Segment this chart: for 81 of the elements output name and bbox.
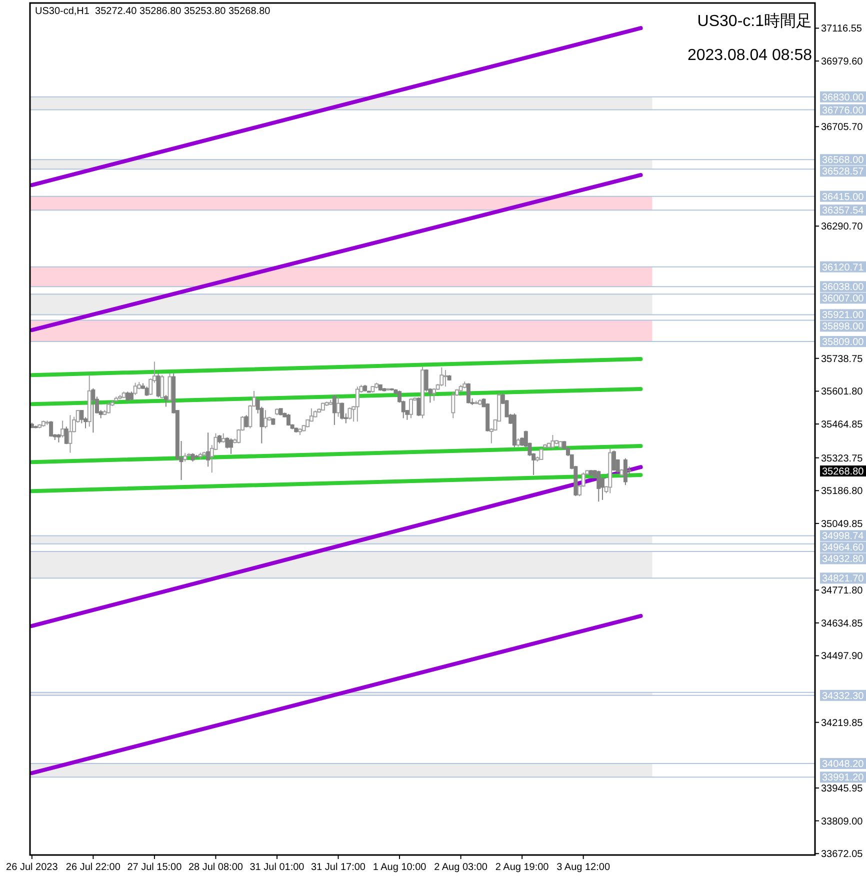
candlestick xyxy=(416,396,421,417)
ref-line-label: 36415.00 xyxy=(822,192,864,203)
y-tick-label: 33809.00 xyxy=(821,816,864,828)
ref-line-label: 34332.30 xyxy=(822,690,864,702)
y-tick-label: 36290.70 xyxy=(821,222,864,233)
ref-line-label: 36357.54 xyxy=(822,206,864,217)
ref-line-label: 36776.00 xyxy=(822,105,864,116)
x-tick-label: 31 Jul 17:00 xyxy=(311,862,366,873)
x-tick-label: 3 Aug 12:00 xyxy=(556,862,610,873)
candlestick xyxy=(221,432,226,444)
candlestick xyxy=(440,366,444,387)
candlestick xyxy=(409,398,414,419)
candlestick xyxy=(133,382,138,396)
ref-line-label: 36830.00 xyxy=(822,92,864,104)
y-tick-label: 35186.80 xyxy=(821,486,864,498)
candlestick xyxy=(340,402,344,420)
y-tick-label: 36705.70 xyxy=(821,122,864,134)
ref-line-label: 34821.70 xyxy=(822,574,864,585)
ref-line-label: 33991.20 xyxy=(822,772,864,784)
x-tick-label: 2 Aug 03:00 xyxy=(434,862,488,873)
candlestick xyxy=(355,386,360,422)
y-tick-label: 35464.85 xyxy=(821,420,864,431)
y-tick-label: 34497.90 xyxy=(821,651,864,662)
y-tick-label: 34634.85 xyxy=(821,618,864,630)
candlestick xyxy=(432,388,436,402)
ref-line-label: 35921.00 xyxy=(822,310,864,322)
y-tick-label: 34771.80 xyxy=(821,586,864,597)
ref-line-label: 36120.71 xyxy=(822,262,864,274)
candlestick xyxy=(68,414,72,454)
candlestick xyxy=(332,394,336,426)
ref-line-label: 34998.74 xyxy=(822,531,864,542)
y-tick-label: 35323.75 xyxy=(821,453,864,464)
ref-line-label: 35809.00 xyxy=(822,337,864,348)
candlestick xyxy=(612,450,616,472)
ref-line-label: 34932.80 xyxy=(822,554,864,566)
y-tick-label: 35738.75 xyxy=(821,354,864,365)
x-tick-label: 27 Jul 15:00 xyxy=(127,862,182,873)
text: 2023.08.04 08:58 xyxy=(687,47,812,64)
ref-line-label: 36007.00 xyxy=(822,294,864,305)
candlestick xyxy=(596,470,601,502)
x-tick-label: 31 Jul 01:00 xyxy=(250,862,305,873)
y-tick-label: 35601.80 xyxy=(821,386,864,398)
candlestick xyxy=(539,448,544,460)
ref-line-label: 34048.20 xyxy=(822,758,864,770)
y-tick-label: 37116.55 xyxy=(821,24,862,35)
candlestick xyxy=(623,458,628,486)
x-tick-label: 1 Aug 10:00 xyxy=(372,862,427,873)
candlestick xyxy=(466,382,470,404)
y-tick-label: 35049.85 xyxy=(821,518,864,530)
x-tick-label: 26 Jul 2023 xyxy=(6,862,58,873)
candlestick xyxy=(64,426,68,445)
candlestick xyxy=(49,420,54,438)
y-tick-label: 34219.85 xyxy=(821,718,864,729)
x-tick-label: 26 Jul 22:00 xyxy=(66,862,121,873)
candlestick xyxy=(550,434,555,449)
y-tick-label: 33945.95 xyxy=(821,783,864,794)
y-tick-label: 36979.60 xyxy=(821,56,864,68)
candlestick xyxy=(348,406,352,420)
y-tick-label: 33672.05 xyxy=(821,849,864,860)
x-tick-label: 2 Aug 19:00 xyxy=(495,862,550,873)
candlestick xyxy=(264,410,268,429)
candlestick xyxy=(443,370,448,388)
x-tick-label: 28 Jul 08:00 xyxy=(188,862,244,873)
ref-line-label: 34964.60 xyxy=(822,542,864,554)
text: 35268.80 xyxy=(822,466,864,478)
candlestick xyxy=(106,402,110,414)
candlestick xyxy=(91,388,96,434)
candlestick xyxy=(156,372,160,398)
candlestick xyxy=(451,391,456,419)
annotation: US30-cd,H1 35272.40 35286.80 35253.80 35268.80 xyxy=(35,6,271,17)
candlestick xyxy=(229,438,234,454)
text: US30-c:1時間足 xyxy=(697,12,812,30)
candlestick xyxy=(206,432,210,468)
candlestick xyxy=(164,394,168,408)
candlestick xyxy=(424,368,428,392)
ref-line-label: 36568.00 xyxy=(822,155,864,166)
ref-line-label: 36528.57 xyxy=(822,166,864,178)
ref-line-label: 35898.00 xyxy=(822,322,864,333)
candlestick xyxy=(60,420,65,438)
candlestick xyxy=(160,374,164,399)
ref-line-label: 36038.00 xyxy=(822,282,864,294)
